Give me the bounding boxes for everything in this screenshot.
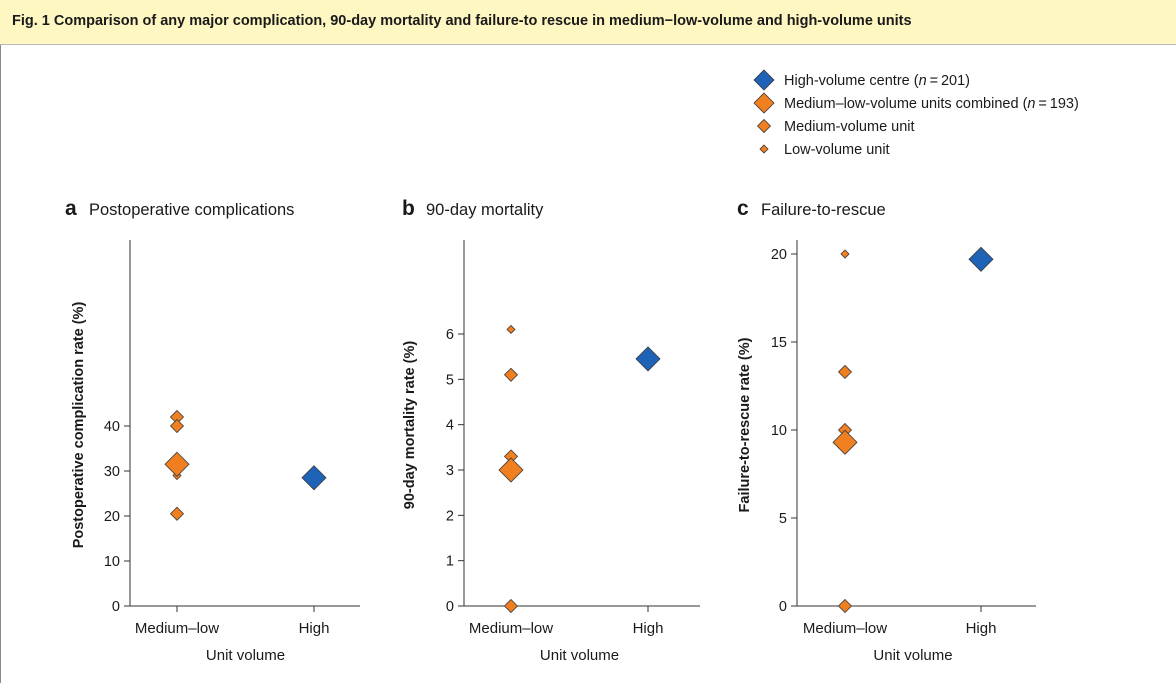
panel-c-point-low_unit [840, 249, 850, 259]
legend-marker-low_unit [759, 144, 769, 154]
panel-b-x-tick-label: High [633, 620, 664, 637]
panel-b-y-tick-label: 6 [446, 327, 454, 343]
panel-c-y-tick-label: 20 [771, 247, 787, 263]
legend-marker-medium_unit [756, 118, 772, 134]
panel-c-point-medium_unit [837, 598, 853, 614]
panel-b-x-tick-label: Medium–low [469, 620, 553, 637]
panel-b-y-tick-label: 4 [446, 418, 454, 434]
panel-a-letter: a [65, 197, 77, 220]
panel-b-y-tick-label: 5 [446, 372, 454, 388]
panel-c-title: Failure-to-rescue [761, 201, 886, 219]
panel-c-x-tick-label: High [966, 620, 997, 637]
legend-label-low_unit: Low-volume unit [784, 142, 890, 158]
panel-c-point-high_combined [968, 246, 994, 272]
panel-c-y-tick-label: 5 [779, 511, 787, 527]
panel-a-x-axis-label: Unit volume [206, 647, 285, 664]
panel-a-y-tick-label: 40 [104, 419, 120, 435]
panel-a-y-tick-label: 20 [104, 509, 120, 525]
caption-bar: Fig. 1 Comparison of any major complicat… [0, 0, 1176, 45]
panel-c-y-tick-label: 15 [771, 335, 787, 351]
panel-a-point-medium_unit [169, 506, 185, 521]
panel-b-point-medium_unit [503, 367, 519, 382]
panel-c-y-tick-label: 10 [771, 423, 787, 439]
panel-c-point-medium_unit [837, 364, 853, 379]
panel-b-y-tick-label: 1 [446, 554, 454, 570]
legend-label-high_combined: High-volume centre (n = 201) [784, 73, 970, 89]
panel-a-title: Postoperative complications [89, 201, 294, 219]
panel-a-x-tick-label: Medium–low [135, 620, 219, 637]
panel-a-point-high_combined [301, 465, 327, 491]
legend-label-ml_combined: Medium–low-volume units combined (n = 19… [784, 96, 1079, 112]
panel-b-y-tick-label: 0 [446, 599, 454, 615]
panel-a-y-tick-label: 30 [104, 464, 120, 480]
panel-a-point-ml_combined [164, 451, 190, 477]
panel-b-point-low_unit [506, 324, 516, 335]
legend-marker-ml_combined [753, 92, 775, 114]
panel-c-x-axis-label: Unit volume [873, 647, 952, 664]
panel-b-letter: b [402, 197, 415, 220]
panel-c-y-tick-label: 0 [779, 599, 787, 615]
panel-c-point-ml_combined [832, 429, 858, 455]
panel-c-y-axis-label: Failure-to-rescue rate (%) [737, 337, 753, 512]
figure-caption: Fig. 1 Comparison of any major complicat… [12, 13, 912, 29]
panel-b-point-medium_unit [503, 598, 519, 614]
panel-a-y-tick-label: 0 [112, 599, 120, 615]
panel-a-x-tick-label: High [299, 620, 330, 637]
panel-b-y-tick-label: 2 [446, 508, 454, 524]
panel-a-y-axis-label: Postoperative complication rate (%) [71, 302, 87, 549]
panel-b-point-high_combined [635, 346, 661, 372]
panel-b-x-axis-label: Unit volume [540, 647, 619, 664]
legend-label-medium_unit: Medium-volume unit [784, 119, 915, 135]
legend-marker-high_combined [753, 69, 775, 91]
panel-a-y-tick-label: 10 [104, 554, 120, 570]
panel-b-point-ml_combined [498, 457, 524, 483]
panel-c-letter: c [737, 197, 749, 220]
panel-b-y-tick-label: 3 [446, 463, 454, 479]
panel-b-title: 90-day mortality [426, 201, 544, 219]
panel-c-x-tick-label: Medium–low [803, 620, 887, 637]
panel-a-point-medium_unit [169, 418, 185, 434]
panel-b-y-axis-label: 90-day mortality rate (%) [402, 341, 418, 510]
